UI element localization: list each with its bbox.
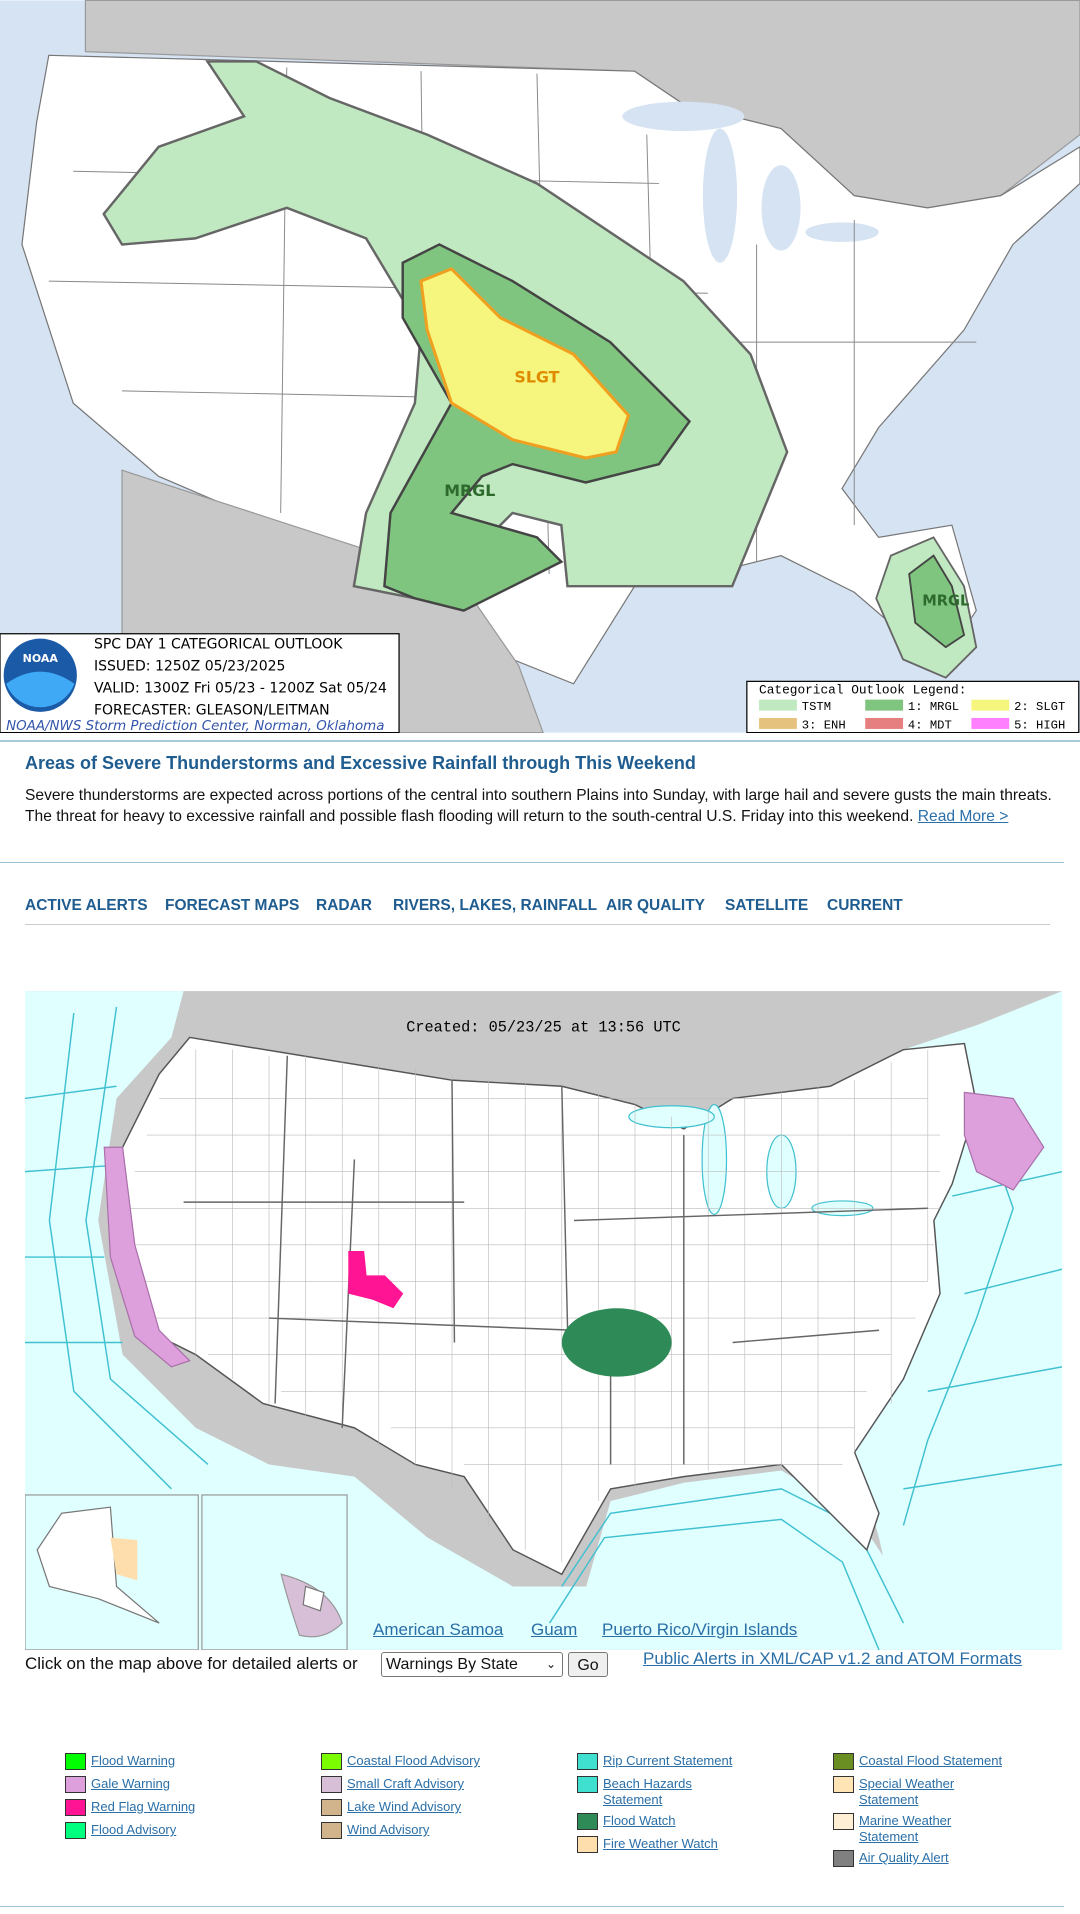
- nav-tab[interactable]: SATELLITE: [725, 897, 809, 914]
- nav-tab[interactable]: RADAR: [316, 897, 372, 914]
- legend-label: 2: SLGT: [1014, 700, 1065, 714]
- form-prompt: Click on the map above for detailed aler…: [25, 1654, 358, 1673]
- area-label: MRGL: [444, 481, 495, 500]
- legend-swatch: [865, 717, 904, 729]
- legend-swatch: [833, 1813, 854, 1830]
- read-more-link[interactable]: Read More >: [917, 807, 1009, 825]
- legend-item: Coastal Flood Advisory: [321, 1753, 480, 1770]
- legend-label: 4: MDT: [908, 718, 952, 732]
- legend-swatch: [65, 1776, 86, 1793]
- legend-link[interactable]: Red Flag Warning: [91, 1799, 196, 1814]
- legend-item: Beach Hazards Statement: [577, 1776, 733, 1807]
- legend-label: 5: HIGH: [1014, 718, 1065, 732]
- legend-item: Red Flag Warning: [65, 1799, 195, 1816]
- legend-item: Flood Warning: [65, 1753, 195, 1770]
- legend-link[interactable]: Beach Hazards Statement: [603, 1776, 692, 1807]
- legend-item: Fire Weather Watch: [577, 1836, 733, 1853]
- legend-item: Air Quality Alert: [833, 1850, 1009, 1867]
- legend-link[interactable]: Coastal Flood Advisory: [347, 1753, 480, 1768]
- legend-swatch: [321, 1753, 342, 1770]
- legend-swatch: [577, 1836, 598, 1853]
- legend-link[interactable]: Flood Advisory: [91, 1822, 177, 1837]
- alerts-map[interactable]: Created: 05/23/25 at 13:56 UTC: [25, 991, 1062, 1650]
- legend-swatch: [833, 1776, 854, 1793]
- area-label: SLGT: [514, 367, 559, 386]
- legend-item: Small Craft Advisory: [321, 1776, 480, 1793]
- legend-link[interactable]: Wind Advisory: [347, 1822, 430, 1837]
- outlook-title: SPC DAY 1 CATEGORICAL OUTLOOK: [94, 636, 343, 652]
- headline-body: Severe thunderstorms are expected across…: [25, 787, 1052, 825]
- legend-swatch: [577, 1776, 598, 1793]
- legend-link[interactable]: Coastal Flood Statement: [859, 1753, 1003, 1768]
- legend-swatch: [759, 699, 797, 711]
- created-stamp: Created: 05/23/25 at 13:56 UTC: [406, 1018, 681, 1036]
- legend-item: Coastal Flood Statement: [833, 1753, 1009, 1770]
- legend-swatch: [65, 1822, 86, 1839]
- legend-swatch: [865, 699, 904, 711]
- legend-swatch: [971, 717, 1010, 729]
- legend-link[interactable]: Special Weather Statement: [859, 1776, 955, 1807]
- territory-link[interactable]: Guam: [531, 1620, 578, 1639]
- legend-swatch: [321, 1799, 342, 1816]
- legend-swatch: [971, 699, 1010, 711]
- legend-swatch: [577, 1753, 598, 1770]
- slgt-area: [419, 267, 631, 460]
- legend-swatch: [321, 1822, 342, 1839]
- logo-text: NOAA: [23, 652, 59, 665]
- headline-title: Areas of Severe Thunderstorms and Excess…: [25, 753, 696, 773]
- legend-swatch: [833, 1753, 854, 1770]
- legend-item: Special Weather Statement: [833, 1776, 1009, 1807]
- legend-link[interactable]: Air Quality Alert: [859, 1850, 949, 1865]
- legend-column: Rip Current Statement Beach Hazards State…: [577, 1753, 733, 1853]
- legend-swatch: [65, 1753, 86, 1770]
- legend-link[interactable]: Small Craft Advisory: [347, 1776, 465, 1791]
- legend-item: Lake Wind Advisory: [321, 1799, 480, 1816]
- select-text: Warnings By State: [386, 1656, 518, 1673]
- nav-tab[interactable]: RIVERS, LAKES, RAINFALL: [393, 897, 598, 914]
- headline-text: Severe thunderstorms are expected across…: [25, 786, 1060, 827]
- legend-item: Marine Weather Statement: [833, 1813, 1009, 1844]
- legend-column: Coastal Flood Statement Special Weather S…: [833, 1753, 1009, 1867]
- nav-tab[interactable]: AIR QUALITY: [606, 897, 706, 914]
- legend-title: Categorical Outlook Legend:: [759, 683, 966, 698]
- outlook-credit: NOAA/NWS Storm Prediction Center, Norman…: [6, 719, 384, 733]
- legend-swatch: [65, 1799, 86, 1816]
- outlook-valid: VALID: 1300Z Fri 05/23 - 1200Z Sat 05/24: [94, 680, 387, 696]
- legend-item: Flood Watch: [577, 1813, 733, 1830]
- nav-tab[interactable]: ACTIVE ALERTS: [25, 897, 148, 914]
- area-label: MRGL: [922, 593, 969, 610]
- legend-swatch: [759, 717, 797, 729]
- legend-item: Rip Current Statement: [577, 1753, 733, 1770]
- legend-label: 3: ENH: [802, 718, 846, 732]
- territory-link[interactable]: Puerto Rico/Virgin Islands: [602, 1620, 798, 1639]
- outlook-forecaster: FORECASTER: GLEASON/LEITMAN: [94, 702, 330, 718]
- legend-link[interactable]: Rip Current Statement: [603, 1753, 733, 1768]
- mrgl-area: [908, 554, 966, 649]
- legend-link[interactable]: Marine Weather Statement: [859, 1813, 952, 1844]
- legend-swatch: [321, 1776, 342, 1793]
- outlook-map[interactable]: SLGT MRGL MRGL NOAA SPC DAY 1 CATEGORICA…: [0, 0, 1080, 733]
- feeds-link[interactable]: Public Alerts in XML/CAP v1.2 and ATOM F…: [643, 1649, 1022, 1668]
- legend-link[interactable]: Flood Warning: [91, 1753, 176, 1768]
- legend-swatch: [833, 1850, 854, 1867]
- territory-link[interactable]: American Samoa: [373, 1620, 504, 1639]
- legend-link[interactable]: Flood Watch: [603, 1813, 676, 1828]
- legend-link[interactable]: Lake Wind Advisory: [347, 1799, 462, 1814]
- legend-label: TSTM: [802, 700, 831, 714]
- state-select[interactable]: Warnings By State ⌄: [381, 1652, 563, 1677]
- nav-tab[interactable]: CURRENT: [827, 897, 903, 914]
- legend-link[interactable]: Fire Weather Watch: [603, 1836, 718, 1851]
- legend-item: Flood Advisory: [65, 1822, 195, 1839]
- legend-link[interactable]: Gale Warning: [91, 1776, 170, 1791]
- nav-tab[interactable]: FORECAST MAPS: [165, 897, 300, 914]
- legend-item: Gale Warning: [65, 1776, 195, 1793]
- legend-label: 1: MRGL: [908, 700, 959, 714]
- go-button[interactable]: Go: [568, 1652, 608, 1677]
- legend-column: Coastal Flood Advisory Small Craft Adviso…: [321, 1753, 480, 1839]
- legend-item: Wind Advisory: [321, 1822, 480, 1839]
- legend-column: Flood Warning Gale Warning Red Flag Warnin…: [65, 1753, 195, 1839]
- outlook-issued: ISSUED: 1250Z 05/23/2025: [94, 658, 286, 674]
- legend-swatch: [577, 1813, 598, 1830]
